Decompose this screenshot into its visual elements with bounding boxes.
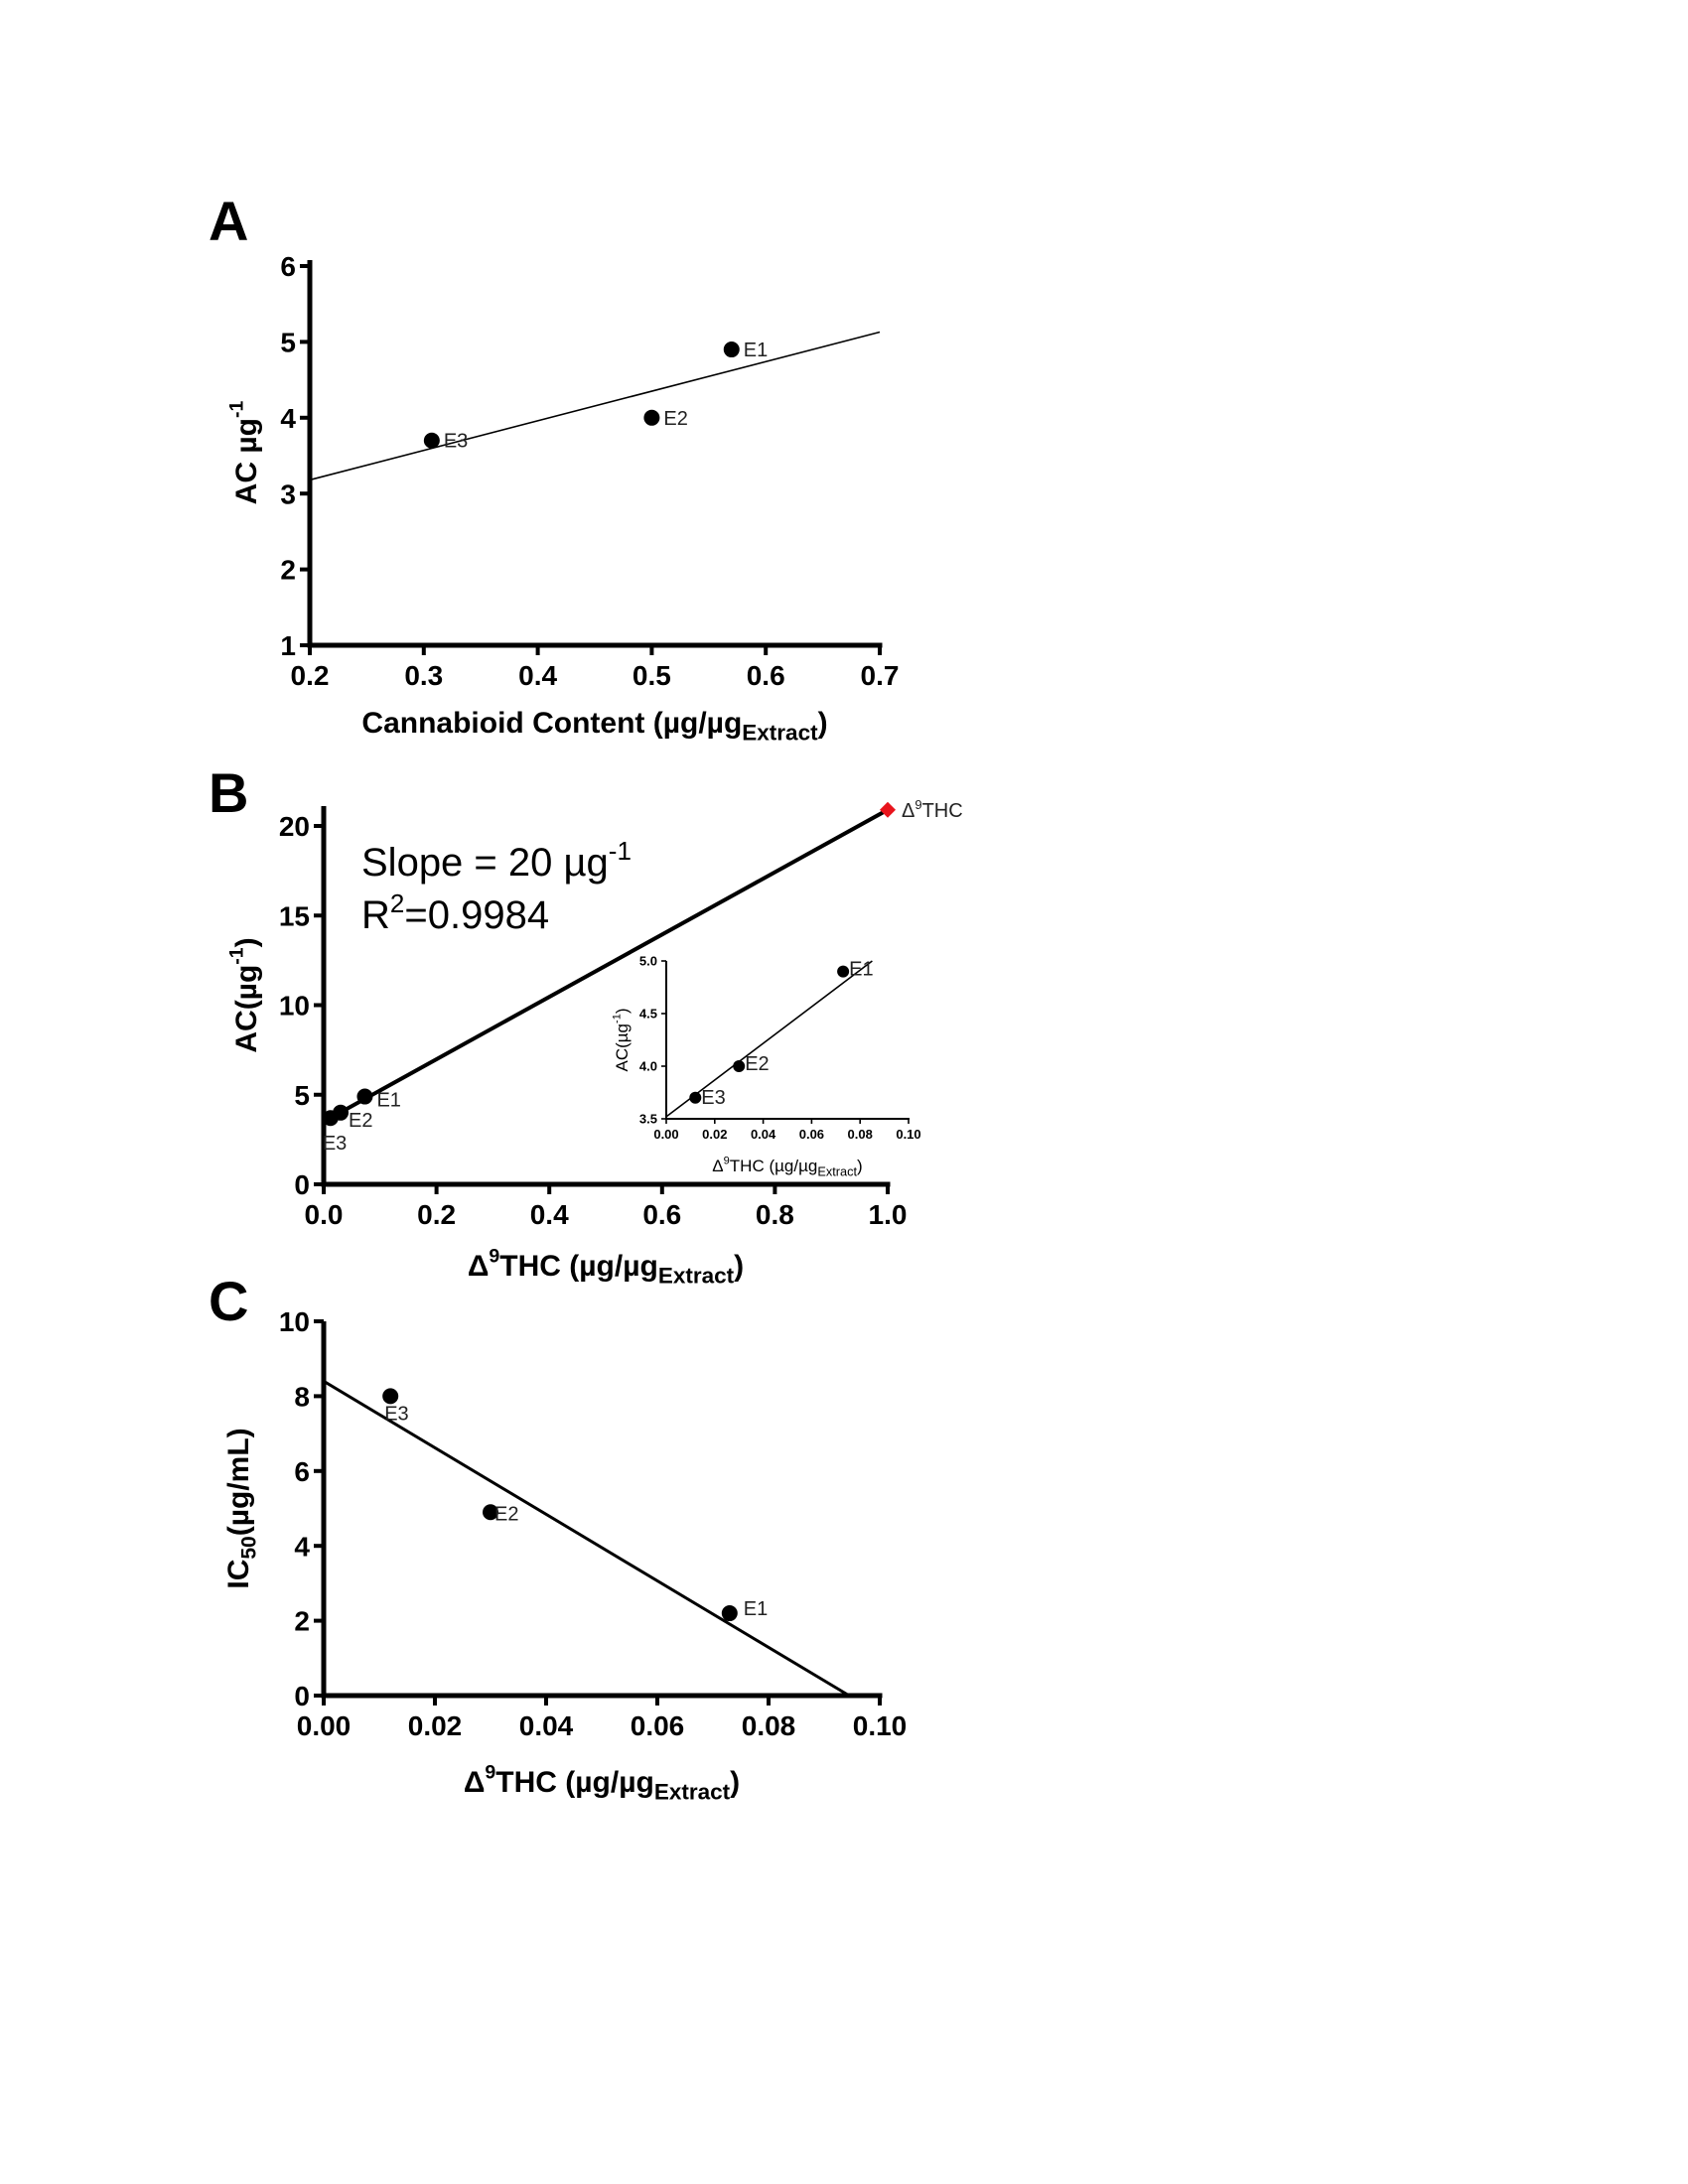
x-axis-label: Δ9THC (µg/µgExtract) (464, 1762, 740, 1805)
x-tick-label: 0.2 (417, 1199, 456, 1230)
point-label: E3 (384, 1403, 408, 1425)
y-tick-label: 5 (280, 327, 296, 357)
x-tick-label: 0.8 (756, 1199, 794, 1230)
y-axis-label: AC µg-1 (226, 401, 264, 505)
y-tick-label: 4.5 (639, 1007, 657, 1022)
point-label: E1 (376, 1090, 400, 1112)
data-point-e3 (423, 432, 440, 449)
y-tick-label: 8 (294, 1381, 310, 1412)
panel-b-inset: 0.00 0.02 0.04 0.06 0.08 0.10 3.5 4.0 4.5 5.0 E1 E2… (611, 954, 920, 1179)
y-tick-label: 3 (280, 478, 296, 509)
x-tick-label: 0.08 (848, 1127, 873, 1142)
x-tick-label: 0.06 (631, 1710, 685, 1741)
data-point-e3 (322, 1110, 339, 1127)
x-tick-label: 0.10 (896, 1127, 920, 1142)
panel-label-a: A (209, 190, 248, 252)
y-tick-label: 4 (294, 1531, 310, 1562)
panel-b: B Slope = 20 µg-1 R2=0.9984 0.0 0.2 0.4 0.6… (209, 761, 963, 1289)
slope-annotation: Slope = 20 µg-1 (361, 836, 632, 885)
x-tick-label: 0.7 (861, 660, 900, 691)
point-label: E1 (849, 959, 873, 981)
x-axis-label: Cannabioid Content (µg/µgExtract) (361, 707, 827, 746)
y-tick-label: 5 (294, 1080, 310, 1111)
panel-label-c: C (209, 1270, 248, 1332)
y-tick-label: 15 (279, 900, 310, 931)
x-tick-label: 0.04 (751, 1127, 776, 1142)
x-tick-label: 0.2 (291, 660, 330, 691)
point-label: E2 (745, 1053, 769, 1075)
x-tick-label: 0.10 (853, 1710, 908, 1741)
data-point-e1 (721, 1605, 738, 1622)
y-tick-label: 4.0 (639, 1059, 657, 1074)
data-point-e2 (733, 1060, 746, 1072)
y-tick-label: 0 (294, 1169, 310, 1200)
y-tick-label: 0 (294, 1681, 310, 1711)
fit-line (323, 1380, 850, 1698)
x-tick-label: 0.6 (747, 660, 785, 691)
x-tick-label: 0.5 (633, 660, 671, 691)
fit-line (665, 960, 873, 1118)
point-label: E2 (349, 1110, 372, 1132)
y-tick-label: 10 (279, 991, 310, 1022)
y-tick-label: 1 (280, 630, 296, 661)
reference-point-thc (880, 801, 896, 818)
point-label: E1 (744, 340, 768, 361)
x-tick-label: 0.04 (519, 1710, 574, 1741)
x-axis-label: Δ9THC (µg/µgExtract) (468, 1246, 744, 1289)
reference-point-label: Δ9THC (902, 797, 963, 822)
data-point-e1 (356, 1088, 373, 1105)
x-tick-label: 0.4 (518, 660, 557, 691)
data-point-e2 (483, 1504, 498, 1521)
x-tick-label: 0.06 (799, 1127, 824, 1142)
y-tick-label: 2 (280, 555, 296, 586)
y-tick-label: 6 (280, 251, 296, 282)
x-tick-label: 0.0 (305, 1199, 344, 1230)
x-axis-label: Δ9THC (µg/µgExtract) (712, 1155, 862, 1178)
data-point-e3 (382, 1388, 399, 1405)
x-tick-label: 0.02 (702, 1127, 727, 1142)
y-axis-label: AC(µg-1) (226, 937, 264, 1052)
panel-label-b: B (209, 761, 248, 824)
data-point-e3 (689, 1091, 702, 1104)
point-label: E2 (494, 1503, 518, 1525)
y-tick-label: 20 (279, 811, 310, 842)
x-tick-label: 0.00 (653, 1127, 678, 1142)
data-point-e1 (723, 341, 740, 358)
point-label: E2 (663, 408, 687, 430)
y-tick-label: 5.0 (639, 954, 657, 969)
y-axis-label: AC(µg-1) (611, 1008, 632, 1071)
x-tick-label: 0.4 (530, 1199, 569, 1230)
r2-annotation: R2=0.9984 (361, 888, 549, 937)
y-tick-label: 6 (294, 1456, 310, 1487)
x-tick-label: 0.3 (404, 660, 443, 691)
point-label: E1 (744, 1598, 768, 1620)
fit-line (323, 808, 889, 1124)
x-tick-label: 0.6 (642, 1199, 681, 1230)
data-point-e1 (837, 965, 850, 978)
x-tick-label: 0.00 (297, 1710, 352, 1741)
fit-line (309, 331, 881, 481)
x-tick-label: 1.0 (869, 1199, 908, 1230)
panel-a: A 0.2 0.3 0.4 0.5 0.6 0.7 1 2 3 4 5 6 E1 E2 E3 Cannabio… (209, 190, 899, 746)
x-tick-label: 0.02 (408, 1710, 463, 1741)
data-point-e2 (643, 409, 660, 426)
point-label: E3 (701, 1087, 725, 1109)
point-label: E3 (323, 1133, 347, 1155)
y-axis-label: IC50(µg/mL) (222, 1428, 261, 1588)
panel-c: C 0.00 0.02 0.04 0.06 0.08 0.10 0 2 4 6 8 10 E3 E2 E1 Δ… (209, 1270, 907, 1805)
y-tick-label: 10 (279, 1306, 310, 1337)
y-tick-label: 4 (280, 403, 296, 434)
y-tick-label: 3.5 (639, 1112, 657, 1127)
y-tick-label: 2 (294, 1606, 310, 1637)
point-label: E3 (444, 431, 468, 453)
x-tick-label: 0.08 (742, 1710, 796, 1741)
